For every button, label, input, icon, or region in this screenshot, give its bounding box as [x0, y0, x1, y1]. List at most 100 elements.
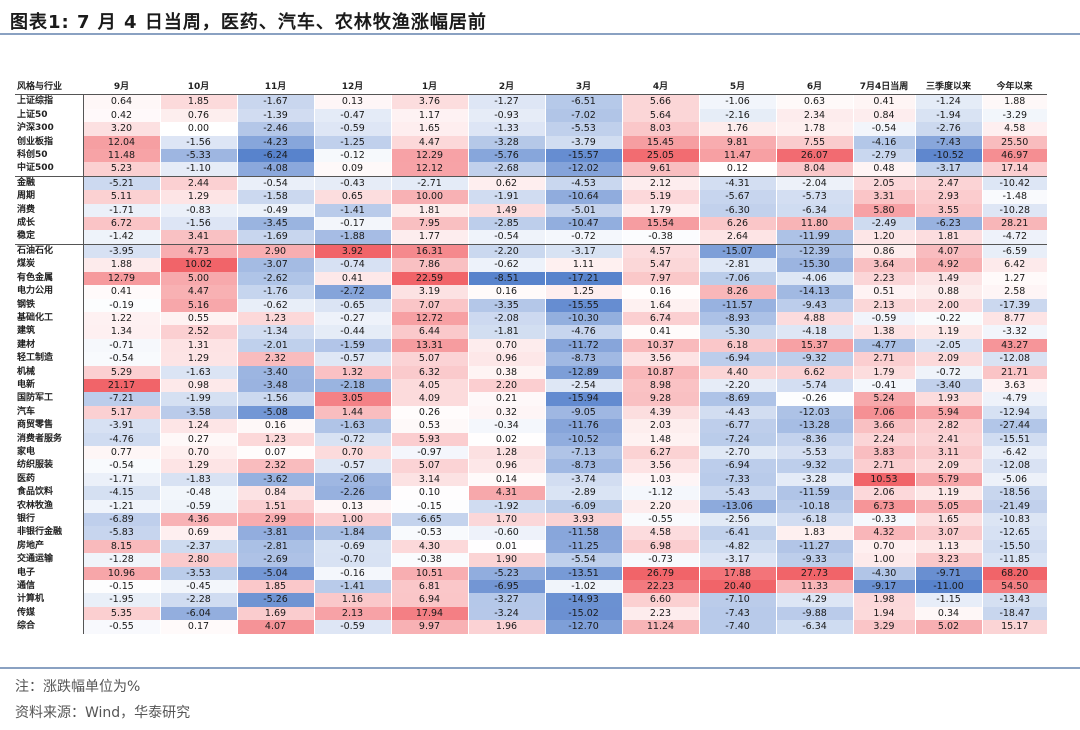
heatmap-cell: -2.68 [467, 162, 545, 177]
table-row: 煤炭 1.88 10.02 -3.07 -0.74 7.86 -0.62 1.11 5.47 -2… [15, 258, 1047, 272]
heatmap-cell: -15.94 [544, 392, 622, 406]
heatmap-cell: -6.94 [698, 352, 776, 366]
heatmap-cell: -4.72 [981, 230, 1047, 245]
column-header: 今年以来 [982, 81, 1047, 96]
row-label: 稳定 [15, 230, 83, 245]
heatmap-cell: -6.09 [544, 499, 622, 513]
heatmap-cell: -1.41 [313, 580, 391, 594]
heatmap-cell: -6.94 [698, 459, 776, 473]
unit-note: 注：涨跌幅单位为% [15, 679, 141, 695]
heatmap-cell: 9.61 [621, 162, 699, 177]
heatmap-cell: -4.31 [698, 176, 776, 191]
heatmap-cell: 1.65 [914, 513, 982, 527]
heatmap-cell: 2.03 [621, 419, 699, 433]
heatmap-cell: 6.74 [621, 311, 699, 326]
heatmap-cell: 6.44 [390, 325, 468, 339]
heatmap-cell: 4.92 [914, 258, 982, 272]
heatmap-cell: -8.93 [698, 311, 776, 326]
heatmap-cell: -7.43 [698, 606, 776, 621]
heatmap-cell: 1.76 [698, 122, 776, 136]
row-label: 机械 [15, 365, 83, 379]
heatmap-cell: -2.18 [313, 378, 391, 393]
heatmap-cell: 12.12 [390, 162, 468, 177]
heatmap-cell: -2.54 [544, 378, 622, 393]
heatmap-cell: 4.09 [390, 392, 468, 406]
heatmap-cell: 4.40 [698, 365, 776, 379]
heatmap-cell: -0.57 [313, 352, 391, 366]
heatmap-cell: -7.10 [698, 593, 776, 607]
row-label: 银行 [15, 513, 83, 527]
table-row: 汽车 5.17 -3.58 -5.08 1.44 0.26 0.32 -9.05 4.39 -4.… [15, 405, 1047, 420]
heatmap-cell: 1.49 [467, 203, 545, 218]
heatmap-cell: 3.93 [544, 513, 622, 527]
heatmap-cell: -4.53 [544, 176, 622, 191]
heatmap-cell: -6.18 [775, 513, 853, 527]
heatmap-cell: -1.27 [467, 94, 545, 109]
heatmap-cell: -3.62 [236, 472, 314, 487]
row-label: 纺织服装 [15, 459, 83, 473]
row-label: 房地产 [15, 539, 83, 554]
column-header: 三季度以来 [915, 81, 982, 96]
heatmap-cell: -3.17 [544, 244, 622, 259]
column-header: 12月 [314, 81, 391, 96]
heatmap-cell: -11.25 [544, 539, 622, 554]
heatmap-cell: -3.32 [981, 325, 1047, 339]
heatmap-cell: -1.34 [236, 325, 314, 339]
heatmap-cell: -3.79 [544, 135, 622, 150]
heatmap-cell: 4.07 [236, 620, 314, 634]
heatmap-cell: -5.06 [981, 472, 1047, 487]
heatmap-cell: 3.29 [852, 620, 915, 634]
heatmap-cell: 1.17 [390, 108, 468, 123]
row-label: 农林牧渔 [15, 499, 83, 513]
heatmap-cell: -0.49 [236, 203, 314, 218]
heatmap-cell: -8.73 [544, 459, 622, 473]
heatmap-cell: 3.56 [621, 459, 699, 473]
heatmap-cell: -5.30 [698, 325, 776, 339]
heatmap-cell: 6.81 [390, 580, 468, 594]
heatmap-cell: -0.74 [313, 258, 391, 272]
heatmap-cell: 2.44 [159, 176, 237, 191]
heatmap-cell: 0.64 [82, 94, 160, 109]
heatmap-cell: -6.23 [914, 217, 982, 231]
footer-divider [0, 667, 1080, 669]
heatmap-cell: -2.69 [236, 553, 314, 567]
heatmap-cell: 1.23 [236, 311, 314, 326]
heatmap-cell: -11.00 [914, 580, 982, 594]
row-label: 消费者服务 [15, 432, 83, 446]
heatmap-cell: -0.70 [313, 553, 391, 567]
heatmap-cell: 26.07 [775, 149, 853, 163]
heatmap-cell: 8.03 [621, 122, 699, 136]
heatmap-cell: 6.32 [390, 365, 468, 379]
heatmap-cell: -5.76 [467, 149, 545, 163]
row-label: 计算机 [15, 593, 83, 607]
heatmap-cell: 5.02 [914, 620, 982, 634]
heatmap-cell: -9.88 [775, 606, 853, 621]
heatmap-cell: -4.77 [852, 338, 915, 353]
heatmap-cell: 46.97 [981, 149, 1047, 163]
heatmap-cell: -4.76 [82, 432, 160, 446]
heatmap-cell: 1.13 [914, 539, 982, 554]
heatmap-cell: -0.73 [621, 553, 699, 567]
heatmap-cell: 0.13 [313, 94, 391, 109]
heatmap-cell: 1.88 [981, 94, 1047, 109]
heatmap-cell: -5.73 [775, 190, 853, 204]
heatmap-cell: -1.59 [313, 338, 391, 353]
heatmap-cell: -1.25 [313, 135, 391, 150]
heatmap-cell: 6.73 [852, 499, 915, 513]
heatmap-cell: 2.23 [621, 606, 699, 621]
heatmap-cell: -5.74 [775, 378, 853, 393]
row-label: 成长 [15, 217, 83, 231]
heatmap-cell: -1.02 [544, 580, 622, 594]
table-row: 创业板指 12.04 -1.56 -4.23 -1.25 4.47 -3.28 -3.79 15… [15, 135, 1047, 150]
heatmap-cell: 0.07 [236, 445, 314, 460]
heatmap-cell: 0.00 [159, 122, 237, 136]
heatmap-cell: 0.98 [159, 378, 237, 393]
heatmap-cell: -18.47 [981, 606, 1047, 621]
heatmap-cell: -9.33 [775, 553, 853, 567]
table-row: 科创50 11.48 -5.33 -6.24 -0.12 12.29 -5.76 -15.57… [15, 149, 1047, 163]
heatmap-cell: -3.40 [914, 378, 982, 393]
heatmap-cell: -1.56 [236, 392, 314, 406]
heatmap-cell: 5.11 [82, 190, 160, 204]
heatmap-cell: 2.09 [914, 352, 982, 366]
heatmap-cell: 0.41 [82, 285, 160, 299]
